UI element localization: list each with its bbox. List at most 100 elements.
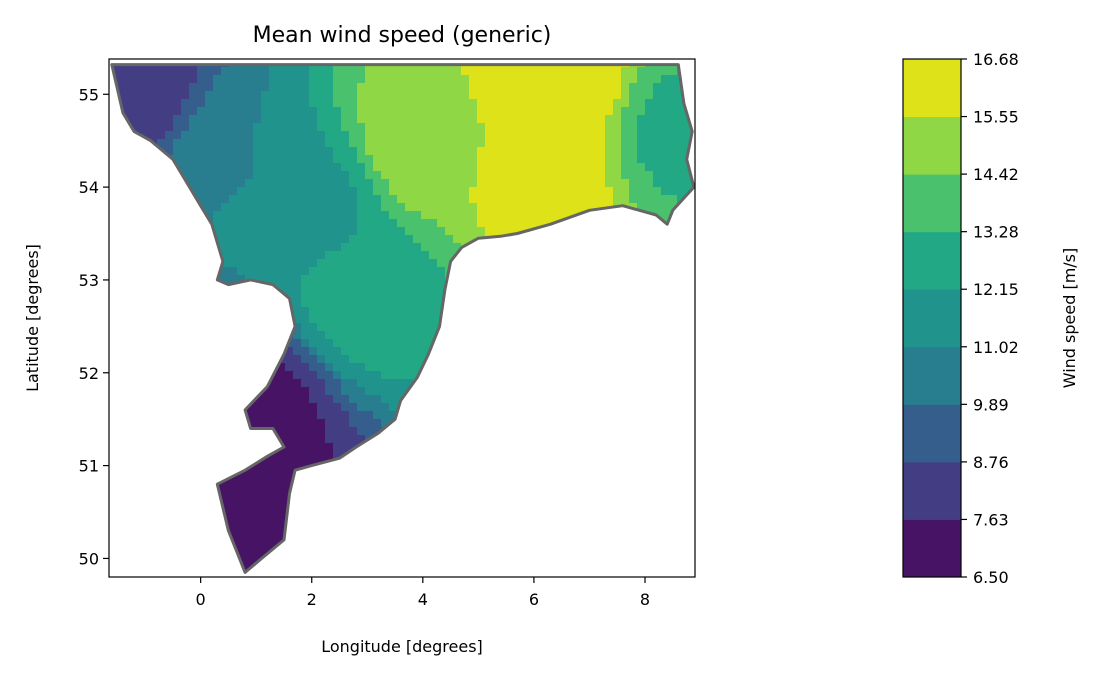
field-cell xyxy=(621,235,630,244)
field-cell xyxy=(333,467,342,476)
field-cell xyxy=(565,99,574,108)
field-cell xyxy=(405,339,414,348)
field-cell xyxy=(445,395,454,404)
field-cell xyxy=(501,491,510,500)
field-cell xyxy=(509,323,518,332)
field-cell xyxy=(325,75,334,84)
field-cell xyxy=(325,347,334,356)
field-cell xyxy=(581,347,590,356)
field-cell xyxy=(461,235,470,244)
field-cell xyxy=(517,267,526,276)
field-cell xyxy=(533,163,542,172)
field-cell xyxy=(397,507,406,516)
field-cell xyxy=(461,219,470,228)
field-cell xyxy=(605,459,614,468)
field-cell xyxy=(341,499,350,508)
field-cell xyxy=(157,395,166,404)
field-cell xyxy=(485,387,494,396)
field-cell xyxy=(573,451,582,460)
field-cell xyxy=(237,235,246,244)
field-cell xyxy=(461,411,470,420)
field-cell xyxy=(525,435,534,444)
field-cell xyxy=(621,275,630,284)
field-cell xyxy=(365,251,374,260)
field-cell xyxy=(253,139,262,148)
field-cell xyxy=(685,523,694,532)
field-cell xyxy=(677,99,686,108)
field-cell xyxy=(445,91,454,100)
field-cell xyxy=(253,523,262,532)
field-cell xyxy=(509,235,518,244)
field-cell xyxy=(437,99,446,108)
field-cell xyxy=(293,483,302,492)
field-cell xyxy=(293,99,302,108)
field-cell xyxy=(357,307,366,316)
field-cell xyxy=(125,379,134,388)
field-cell xyxy=(189,299,198,308)
field-cell xyxy=(453,307,462,316)
field-cell xyxy=(111,195,118,204)
field-cell xyxy=(381,123,390,132)
field-cell xyxy=(229,251,238,260)
field-cell xyxy=(261,539,270,548)
field-cell xyxy=(269,243,278,252)
field-cell xyxy=(133,491,142,500)
field-cell xyxy=(397,315,406,324)
field-cell xyxy=(317,147,326,156)
field-cell xyxy=(605,123,614,132)
field-cell xyxy=(111,419,118,428)
field-cell xyxy=(237,219,246,228)
chart-title: Mean wind speed (generic) xyxy=(253,23,552,48)
field-cell xyxy=(205,403,214,412)
field-cell xyxy=(421,475,430,484)
field-cell xyxy=(485,187,494,196)
field-cell xyxy=(197,523,206,532)
field-cell xyxy=(173,259,182,268)
field-cell xyxy=(509,155,518,164)
field-cell xyxy=(421,187,430,196)
field-cell xyxy=(413,515,422,524)
field-cell xyxy=(157,259,166,268)
field-cell xyxy=(325,243,334,252)
field-cell xyxy=(501,515,510,524)
field-cell xyxy=(421,323,430,332)
field-cell xyxy=(421,75,430,84)
field-cell xyxy=(525,171,534,180)
field-cell xyxy=(597,315,606,324)
field-cell xyxy=(381,83,390,92)
field-cell xyxy=(597,259,606,268)
field-cell xyxy=(525,563,534,572)
plot-area xyxy=(108,58,696,578)
field-cell xyxy=(517,179,526,188)
field-cell xyxy=(181,563,190,572)
field-cell xyxy=(253,75,262,84)
field-cell xyxy=(637,171,646,180)
field-cell xyxy=(333,163,342,172)
field-cell xyxy=(277,515,286,524)
field-cell xyxy=(165,307,174,316)
field-cell xyxy=(213,403,222,412)
field-cell xyxy=(477,203,486,212)
field-cell xyxy=(525,203,534,212)
field-cell xyxy=(357,539,366,548)
field-cell xyxy=(605,571,614,573)
field-cell xyxy=(509,307,518,316)
field-cell xyxy=(245,163,254,172)
field-cell xyxy=(181,363,190,372)
field-cell xyxy=(245,75,254,84)
field-cell xyxy=(373,555,382,564)
field-cell xyxy=(357,139,366,148)
field-cell xyxy=(501,275,510,284)
field-cell xyxy=(333,435,342,444)
field-cell xyxy=(133,355,142,364)
field-cell xyxy=(349,291,358,300)
field-cell xyxy=(589,507,598,516)
field-cell xyxy=(333,187,342,196)
field-cell xyxy=(429,491,438,500)
field-cell xyxy=(261,467,270,476)
field-cell xyxy=(277,387,286,396)
field-cell xyxy=(629,155,638,164)
field-cell xyxy=(581,379,590,388)
field-cell xyxy=(381,251,390,260)
field-cell xyxy=(309,179,318,188)
